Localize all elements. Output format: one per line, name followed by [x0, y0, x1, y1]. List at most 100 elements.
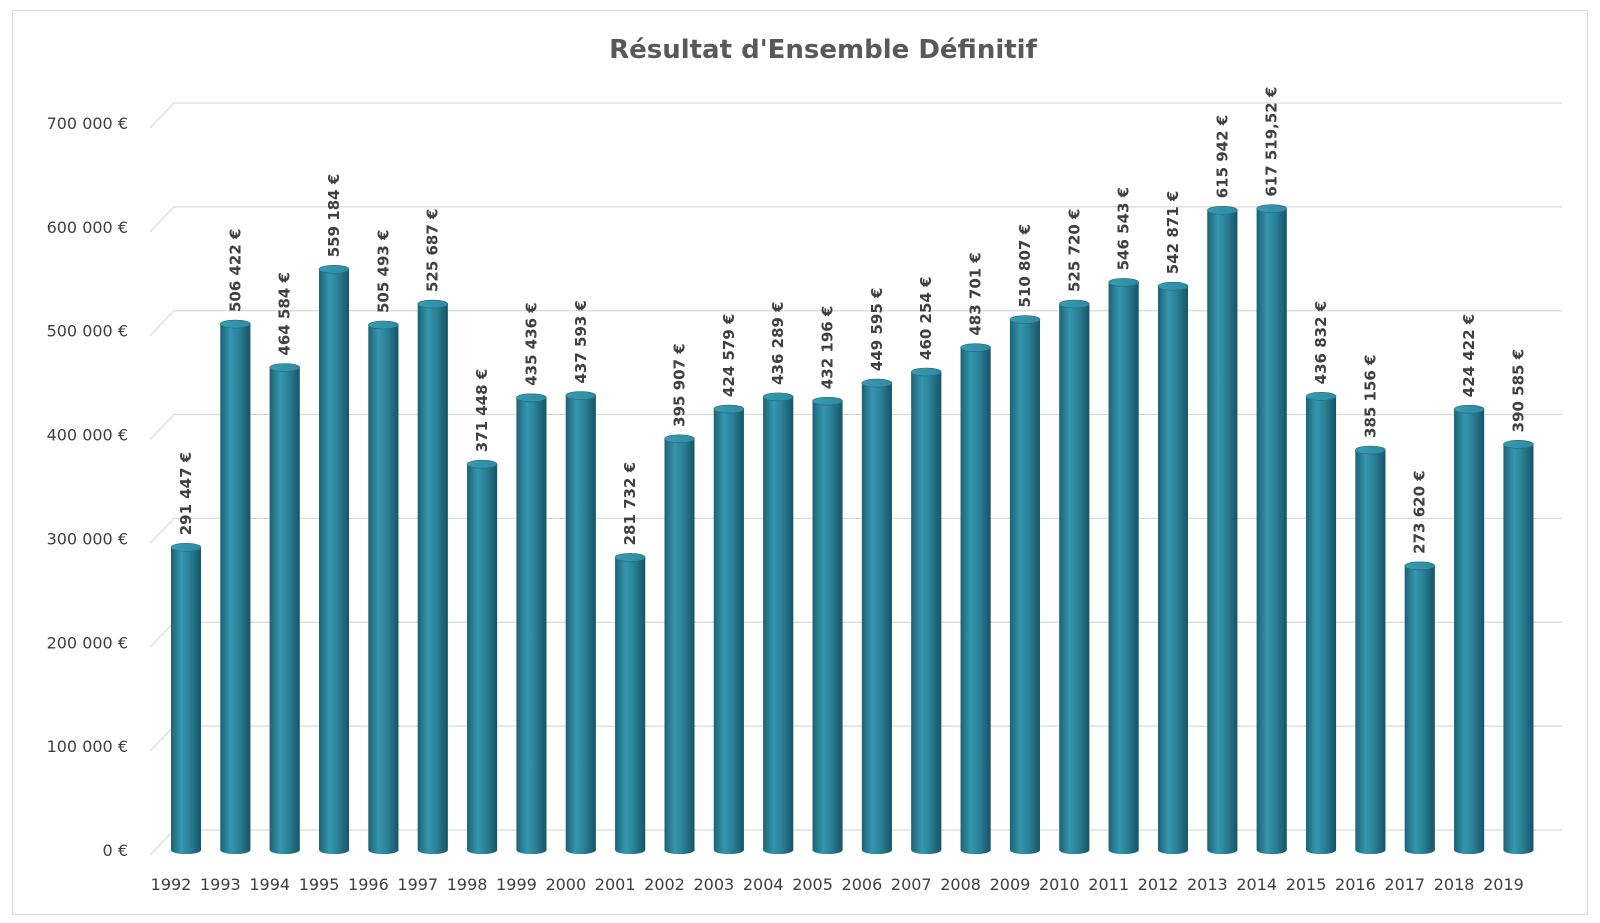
chart-frame — [12, 10, 1588, 915]
gridline — [149, 725, 1562, 752]
bar-2007 — [910, 367, 942, 854]
bar-1996 — [368, 320, 399, 854]
x-tick-label: 2001 — [595, 875, 636, 894]
gridlines — [149, 102, 1562, 856]
bar-shading — [1108, 282, 1139, 854]
bar-shading — [565, 395, 596, 854]
bar-2016 — [1355, 445, 1386, 854]
bar-1997 — [417, 299, 449, 854]
bar-top — [565, 391, 597, 400]
bar-shading — [960, 347, 991, 854]
data-label: 542 871 € — [1164, 191, 1182, 275]
bar-top — [614, 553, 646, 562]
bar-1995 — [318, 264, 350, 855]
bar-top — [1305, 392, 1337, 401]
data-label: 435 436 € — [522, 302, 540, 386]
bar-2010 — [1059, 299, 1090, 855]
gridline — [149, 206, 1562, 233]
data-label: 505 493 € — [374, 229, 392, 313]
bar-shading — [1355, 449, 1386, 854]
bar-2017 — [1404, 561, 1436, 854]
bar-top — [664, 434, 695, 444]
gridline — [149, 517, 1562, 544]
data-label: 483 701 € — [967, 252, 985, 336]
gridline — [149, 310, 1562, 337]
bar-shading — [467, 464, 498, 854]
x-tick-label: 2003 — [693, 875, 734, 894]
bar-shading — [713, 409, 744, 854]
data-label: 460 254 € — [917, 276, 935, 360]
data-label: 546 543 € — [1115, 187, 1133, 271]
bar-top — [861, 378, 893, 388]
y-tick-label: 600 000 € — [47, 218, 128, 237]
y-tick-label: 100 000 € — [47, 737, 128, 756]
y-tick-label: 200 000 € — [47, 633, 128, 652]
bar-top — [170, 543, 202, 552]
x-tick-label: 1999 — [496, 875, 537, 894]
bar-shading — [1503, 444, 1534, 854]
bar-2015 — [1305, 392, 1337, 854]
x-tick-label: 2014 — [1236, 875, 1277, 894]
chart-title: Résultat d'Ensemble Définitif — [609, 35, 1038, 65]
data-label: 506 422 € — [226, 229, 244, 313]
bar-shading — [417, 304, 448, 854]
data-label: 525 720 € — [1065, 208, 1083, 292]
y-tick-label: 500 000 € — [47, 322, 128, 341]
data-label: 525 687 € — [424, 209, 442, 293]
bar-top — [417, 299, 449, 309]
bar-shading — [220, 324, 251, 854]
bar-top — [1256, 204, 1287, 213]
x-tick-label: 2018 — [1434, 875, 1475, 894]
y-tick-label: 400 000 € — [47, 426, 128, 445]
data-label: 617 519,52 € — [1263, 87, 1281, 197]
bar-top — [1207, 206, 1238, 215]
bar-2013 — [1207, 206, 1238, 854]
bar-shading — [615, 557, 646, 854]
bar-2011 — [1108, 278, 1139, 854]
data-labels: 291 447 € 506 422 € 464 584 € 559 184 € 505 … — [177, 87, 1527, 554]
x-tick-label: 1992 — [151, 875, 192, 894]
bar-shading — [812, 401, 843, 854]
x-tick-label: 2005 — [792, 875, 833, 894]
bar-top — [713, 404, 745, 414]
x-tick-label: 2013 — [1187, 875, 1228, 894]
bar-shading — [1059, 304, 1090, 855]
bar-2002 — [664, 434, 695, 854]
y-tick-label: 300 000 € — [47, 529, 128, 548]
x-tick-label: 1996 — [348, 875, 389, 894]
bar-shading — [664, 438, 695, 854]
bar-top — [1009, 315, 1041, 324]
bar-2001 — [614, 553, 646, 854]
bar-shading — [1256, 208, 1287, 854]
bar-shading — [1207, 210, 1238, 854]
bar-2006 — [861, 378, 893, 854]
bar-shading — [911, 371, 942, 854]
bar-top — [220, 319, 251, 329]
bar-1998 — [466, 459, 498, 854]
data-label: 432 196 € — [819, 306, 837, 390]
bar-top — [1157, 281, 1189, 291]
x-tick-label: 2015 — [1286, 875, 1327, 894]
x-tick-label: 2011 — [1088, 875, 1129, 894]
data-label: 424 579 € — [720, 314, 738, 398]
data-label: 371 448 € — [473, 369, 491, 453]
bar-2000 — [565, 391, 597, 854]
bar-top — [516, 393, 547, 403]
bar-top — [1453, 404, 1485, 414]
bar-2019 — [1503, 440, 1534, 854]
x-tick-label: 1997 — [397, 875, 438, 894]
y-tick-label: 0 € — [103, 841, 128, 860]
x-tick-label: 2017 — [1384, 875, 1425, 894]
bar-shading — [1306, 396, 1337, 854]
data-label: 437 593 € — [572, 300, 590, 384]
gridline — [149, 102, 1562, 129]
bar-top — [762, 392, 794, 402]
data-label: 436 289 € — [769, 301, 787, 385]
y-tick-label: 700 000 € — [47, 114, 128, 133]
x-tick-label: 2019 — [1483, 875, 1524, 894]
bar-top — [368, 320, 399, 330]
x-tick-label: 1994 — [249, 875, 290, 894]
bar-2009 — [1009, 315, 1041, 854]
data-label: 510 807 € — [1016, 224, 1034, 308]
